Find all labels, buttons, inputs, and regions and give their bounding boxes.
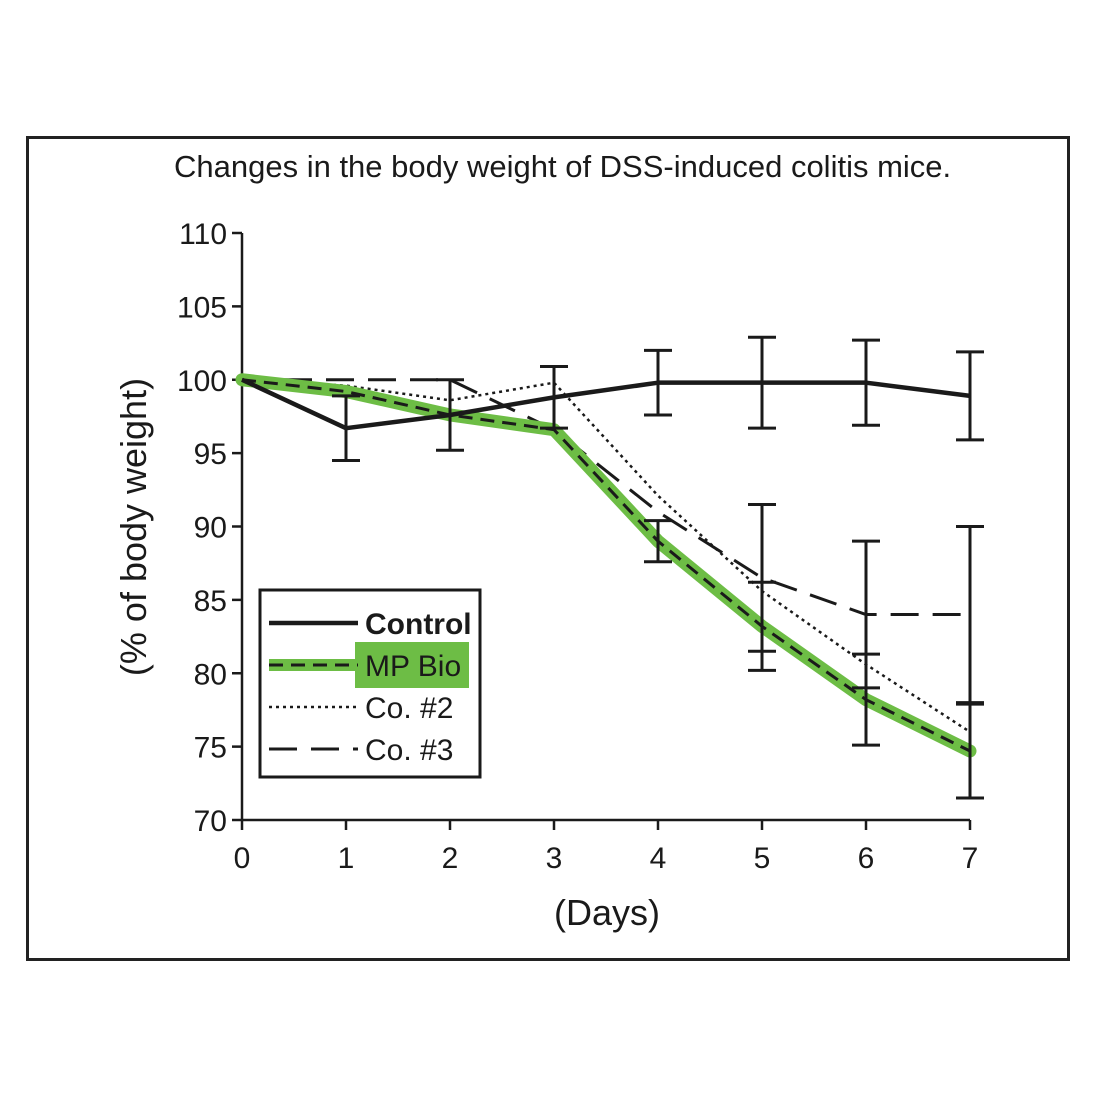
x-tick-label: 5: [754, 842, 771, 875]
x-tick-label: 2: [442, 842, 459, 875]
legend-label: MP Bio: [365, 650, 461, 683]
legend-item-co-3: Co. #3: [269, 734, 453, 767]
y-tick-label: 90: [194, 512, 227, 545]
y-tick-label: 105: [177, 291, 227, 324]
series-mp-bio-line: [241, 378, 971, 753]
y-tick-label: 110: [179, 218, 227, 251]
y-tick-label: 100: [177, 365, 227, 398]
error-bar-co-3: [956, 525, 984, 705]
error-bar-co-3: [852, 539, 880, 690]
error-bar-control: [436, 378, 464, 452]
legend-item-mp-bio: MP Bio: [269, 642, 469, 688]
chart-frame: [26, 136, 1070, 961]
error-bar-control: [644, 348, 672, 417]
error-bars: [332, 335, 984, 800]
x-axis-label: (Days): [554, 892, 660, 933]
y-tick-label: 85: [194, 585, 227, 618]
error-bar-control: [332, 394, 360, 462]
series-co-3-line: [242, 378, 970, 617]
x-tick-label: 0: [234, 842, 251, 875]
error-bar-control: [540, 365, 568, 430]
legend-label: Co. #2: [365, 692, 453, 725]
error-bar-co-3: [748, 502, 776, 653]
legend-item-co-2: Co. #2: [269, 692, 453, 725]
legend-label: Co. #3: [365, 734, 453, 767]
series-co-2-line: [241, 378, 971, 733]
x-tick-label: 1: [338, 842, 355, 875]
y-tick-label: 70: [194, 805, 227, 838]
series-layer: [235, 373, 977, 758]
error-bar-control: [748, 335, 776, 430]
legend-label: Control: [365, 608, 472, 641]
legend-highlight: [355, 642, 469, 688]
x-tick-label: 3: [546, 842, 563, 875]
y-tick-label: 80: [194, 658, 227, 691]
error-bar-control: [852, 338, 880, 427]
error-bar-control: [956, 350, 984, 442]
error-bar-mp-bio: [644, 519, 672, 564]
y-tick-label: 95: [194, 438, 227, 471]
x-tick-label: 6: [858, 842, 875, 875]
x-tick-label: 7: [962, 842, 979, 875]
y-tick-label: 75: [194, 732, 227, 765]
axes: 70 75 80 85 90 95 100 105 110 0 1 2 3 4 5 6 7: [177, 218, 978, 875]
y-axis-label: (% of body weight): [113, 378, 154, 676]
series-control-line: [241, 377, 971, 431]
x-tick-label: 4: [650, 842, 667, 875]
legend: Control MP Bio Co. #2 Co. #3: [258, 588, 482, 779]
legend-item-control: Control: [269, 608, 472, 641]
chart-title: Changes in the body weight of DSS-induce…: [174, 149, 951, 184]
